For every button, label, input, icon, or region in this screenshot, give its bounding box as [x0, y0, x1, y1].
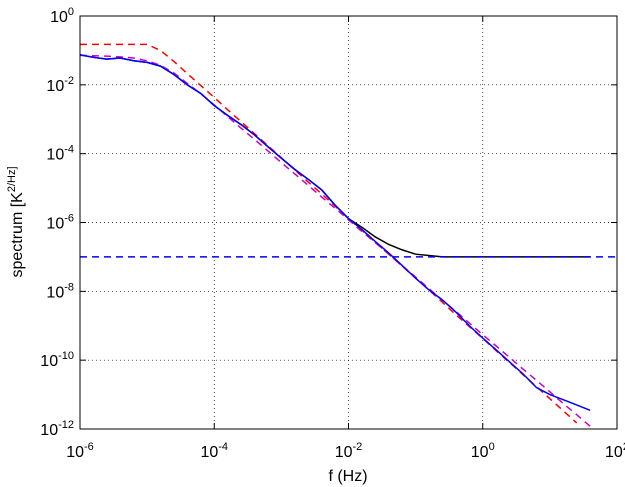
x-tick-label: 10-6: [66, 441, 94, 461]
line-series: [80, 54, 591, 411]
y-tick-label: 10-2: [46, 75, 74, 95]
y-tick-label: 10-10: [40, 350, 74, 370]
y-tick-label: 10-6: [46, 213, 74, 233]
x-tick-label: 100: [471, 441, 495, 461]
x-tick-label: 10-4: [200, 441, 228, 461]
y-tick-label: 10-12: [40, 419, 74, 439]
y-tick-label: 10-8: [46, 281, 74, 301]
y-tick-label: 100: [50, 6, 74, 26]
y-tick-label: 10-4: [46, 144, 74, 164]
x-tick-label: 102: [605, 441, 625, 461]
x-axis-label: f (Hz): [328, 468, 367, 485]
y-axis-label: spectrum [K2/Hz]: [6, 166, 26, 277]
x-tick-label: 10-2: [335, 441, 363, 461]
plot-frame: [79, 15, 618, 430]
line-series: [80, 54, 591, 427]
